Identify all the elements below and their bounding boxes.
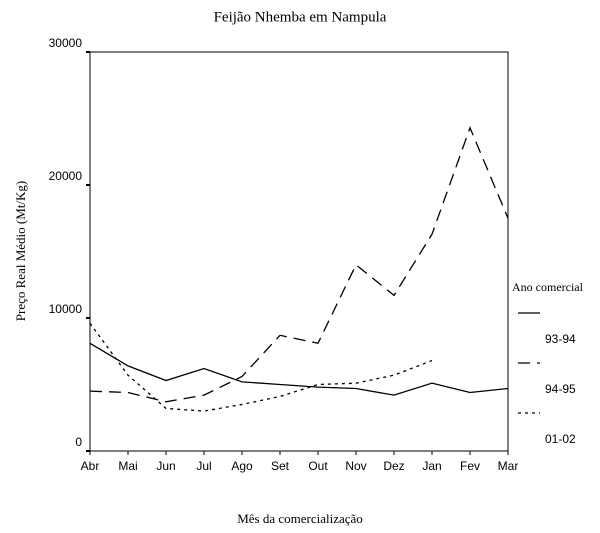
x-tick-label: Jan — [422, 459, 441, 473]
plot-frame — [89, 51, 509, 452]
x-tick-label: Dez — [383, 459, 404, 473]
legend-label: 93-94 — [545, 332, 576, 346]
legend-label: 01-02 — [545, 432, 576, 446]
x-tick-label: Out — [308, 459, 328, 473]
y-tick-label: 20000 — [49, 169, 83, 183]
legend-title: Ano comercial — [512, 280, 584, 294]
series-line — [89, 342, 509, 396]
y-tick-label: 10000 — [49, 302, 83, 316]
x-axis-label: Mês da comercialização — [237, 511, 363, 526]
chart-title: Feijão Nhemba em Nampula — [214, 9, 387, 25]
series-line — [89, 322, 433, 412]
series-line — [89, 126, 509, 403]
y-tick-label: 0 — [75, 435, 82, 449]
legend-label: 94-95 — [545, 382, 576, 396]
x-tick-label: Abr — [81, 459, 100, 473]
x-tick-label: Fev — [460, 459, 480, 473]
y-tick-label: 30000 — [49, 36, 83, 50]
y-axis-label: Preço Real Médio (Mt/Kg) — [13, 181, 28, 321]
x-tick-label: Mar — [498, 459, 519, 473]
x-tick-label: Set — [271, 459, 290, 473]
x-tick-label: Nov — [345, 459, 366, 473]
x-tick-label: Jun — [156, 459, 175, 473]
x-tick-label: Mai — [118, 459, 137, 473]
x-tick-label: Ago — [231, 459, 253, 473]
x-tick-label: Jul — [196, 459, 211, 473]
